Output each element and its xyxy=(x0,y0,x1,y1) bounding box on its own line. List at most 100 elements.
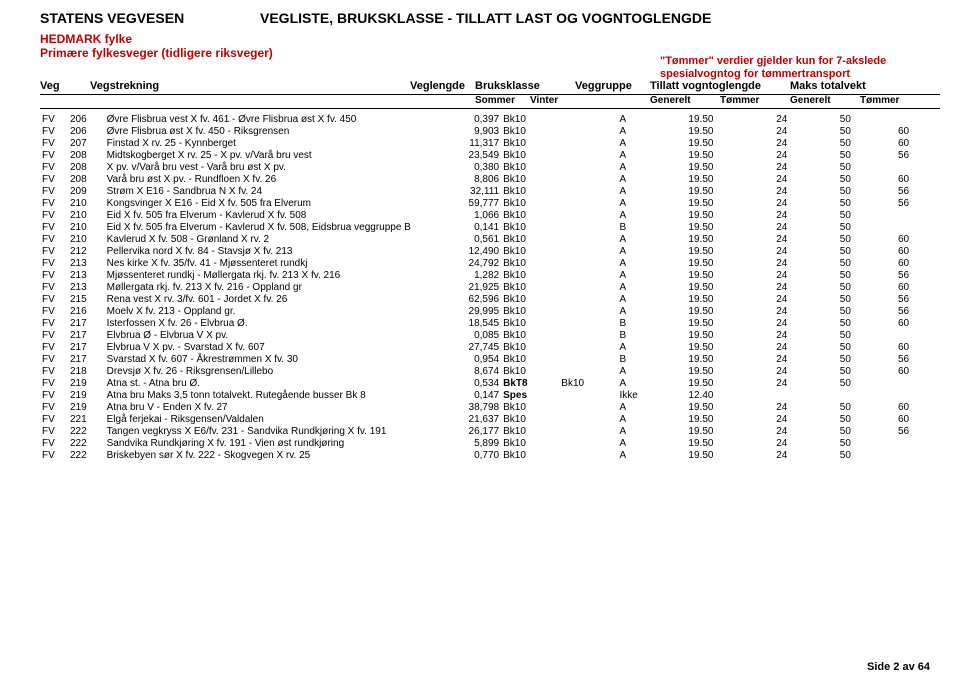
cell xyxy=(559,329,617,341)
cell: 50 xyxy=(814,305,878,317)
cell: A xyxy=(617,257,686,269)
cell: Bk10 xyxy=(501,197,559,209)
cell xyxy=(559,437,617,449)
cell: 0,397 xyxy=(438,113,502,125)
cell: Atna st. - Atna bru Ø. xyxy=(105,377,438,389)
cell: 19.50 xyxy=(686,353,750,365)
cell: 213 xyxy=(68,281,105,293)
cell: Elgå ferjekai - Riksgensen/Valdalen xyxy=(105,413,438,425)
cell: Eid X fv. 505 fra Elverum - Kavlerud X f… xyxy=(105,221,438,233)
cell: 24 xyxy=(750,185,814,197)
cell: Bk10 xyxy=(501,245,559,257)
cell: 208 xyxy=(68,161,105,173)
cell xyxy=(559,389,617,401)
cell: FV xyxy=(40,245,68,257)
cell xyxy=(877,221,930,233)
data-table: FV206Øvre Flisbrua vest X fv. 461 - Øvre… xyxy=(40,113,930,461)
cell: 24 xyxy=(750,449,814,461)
cell: 210 xyxy=(68,233,105,245)
cell: 60 xyxy=(877,245,930,257)
cell: 21,637 xyxy=(438,413,502,425)
table-row: FV217Svarstad X fv. 607 - Åkrestrømmen X… xyxy=(40,353,930,365)
cell: 56 xyxy=(877,293,930,305)
cell: Moelv X fv. 213 - Oppland gr. xyxy=(105,305,438,317)
cell: 60 xyxy=(877,125,930,137)
cell: 50 xyxy=(814,185,878,197)
cell: 24 xyxy=(750,341,814,353)
cell: 50 xyxy=(814,449,878,461)
cell xyxy=(877,449,930,461)
cell: 213 xyxy=(68,257,105,269)
cell: 24 xyxy=(750,125,814,137)
note-line2: spesialvogntog for tømmertransport xyxy=(660,68,930,81)
table-row: FV207Finstad X rv. 25 - Kynnberget11,317… xyxy=(40,137,930,149)
sub-sommer: Sommer xyxy=(475,95,530,106)
table-row: FV209Strøm X E16 - Sandbrua N X fv. 2432… xyxy=(40,185,930,197)
cell: FV xyxy=(40,221,68,233)
cell: Bk10 xyxy=(559,377,617,389)
cell: 50 xyxy=(814,209,878,221)
cell: 50 xyxy=(814,161,878,173)
cell: A xyxy=(617,413,686,425)
cell: 0,770 xyxy=(438,449,502,461)
page-title-row: STATENS VEGVESEN VEGLISTE, BRUKSKLASSE -… xyxy=(40,10,940,26)
cell: Atna bru Maks 3,5 tonn totalvekt. Rutegå… xyxy=(105,389,438,401)
cell: 222 xyxy=(68,425,105,437)
cell: 19.50 xyxy=(686,257,750,269)
sub-generelt2: Generelt xyxy=(790,95,860,106)
cell: 56 xyxy=(877,185,930,197)
cell: 212 xyxy=(68,245,105,257)
cell: 19.50 xyxy=(686,341,750,353)
table-row: FV206Øvre Flisbrua øst X fv. 450 - Riksg… xyxy=(40,125,930,137)
cell: 60 xyxy=(877,365,930,377)
cell: 0,534 xyxy=(438,377,502,389)
cell: 19.50 xyxy=(686,245,750,257)
cell: FV xyxy=(40,401,68,413)
cell: 217 xyxy=(68,329,105,341)
cell: FV xyxy=(40,197,68,209)
cell: 210 xyxy=(68,197,105,209)
cell: 60 xyxy=(877,401,930,413)
cell: 24 xyxy=(750,281,814,293)
cell: A xyxy=(617,137,686,149)
cell: Tangen vegkryss X E6/fv. 231 - Sandvika … xyxy=(105,425,438,437)
cell xyxy=(559,161,617,173)
table-row: FV208X pv. v/Varå bru vest - Varå bru øs… xyxy=(40,161,930,173)
cell: 24 xyxy=(750,425,814,437)
cell: 222 xyxy=(68,437,105,449)
cell: 60 xyxy=(877,257,930,269)
col-bruksklasse: Bruksklasse xyxy=(475,80,575,92)
cell xyxy=(877,329,930,341)
cell: 24 xyxy=(750,149,814,161)
cell: 19.50 xyxy=(686,197,750,209)
cell: Varå bru øst X pv. - Rundfloen X fv. 26 xyxy=(105,173,438,185)
cell: 208 xyxy=(68,173,105,185)
cell: Ikke xyxy=(617,389,686,401)
cell: 217 xyxy=(68,317,105,329)
cell: Pellervika nord X fv. 84 - Stavsjø X fv.… xyxy=(105,245,438,257)
cell: B xyxy=(617,329,686,341)
cell: 19.50 xyxy=(686,413,750,425)
cell: Bk10 xyxy=(501,161,559,173)
cell: 215 xyxy=(68,293,105,305)
cell: 50 xyxy=(814,113,878,125)
sub-vinter: Vinter xyxy=(530,95,575,106)
cell: Nes kirke X fv. 35/fv. 41 - Mjøssenteret… xyxy=(105,257,438,269)
cell: A xyxy=(617,197,686,209)
cell: 206 xyxy=(68,125,105,137)
cell: A xyxy=(617,293,686,305)
table-row: FV213Mjøssenteret rundkj - Møllergata rk… xyxy=(40,269,930,281)
sub-tommer1: Tømmer xyxy=(720,95,790,106)
cell: 56 xyxy=(877,197,930,209)
cell: 24 xyxy=(750,161,814,173)
cell: FV xyxy=(40,257,68,269)
table-row: FV215Rena vest X rv. 3/fv. 601 - Jordet … xyxy=(40,293,930,305)
cell: FV xyxy=(40,125,68,137)
cell: FV xyxy=(40,317,68,329)
cell: A xyxy=(617,401,686,413)
cell: A xyxy=(617,305,686,317)
cell xyxy=(559,245,617,257)
tommer-note: "Tømmer" verdier gjelder kun for 7-aksle… xyxy=(660,55,930,80)
cell: 60 xyxy=(877,233,930,245)
cell: 219 xyxy=(68,401,105,413)
